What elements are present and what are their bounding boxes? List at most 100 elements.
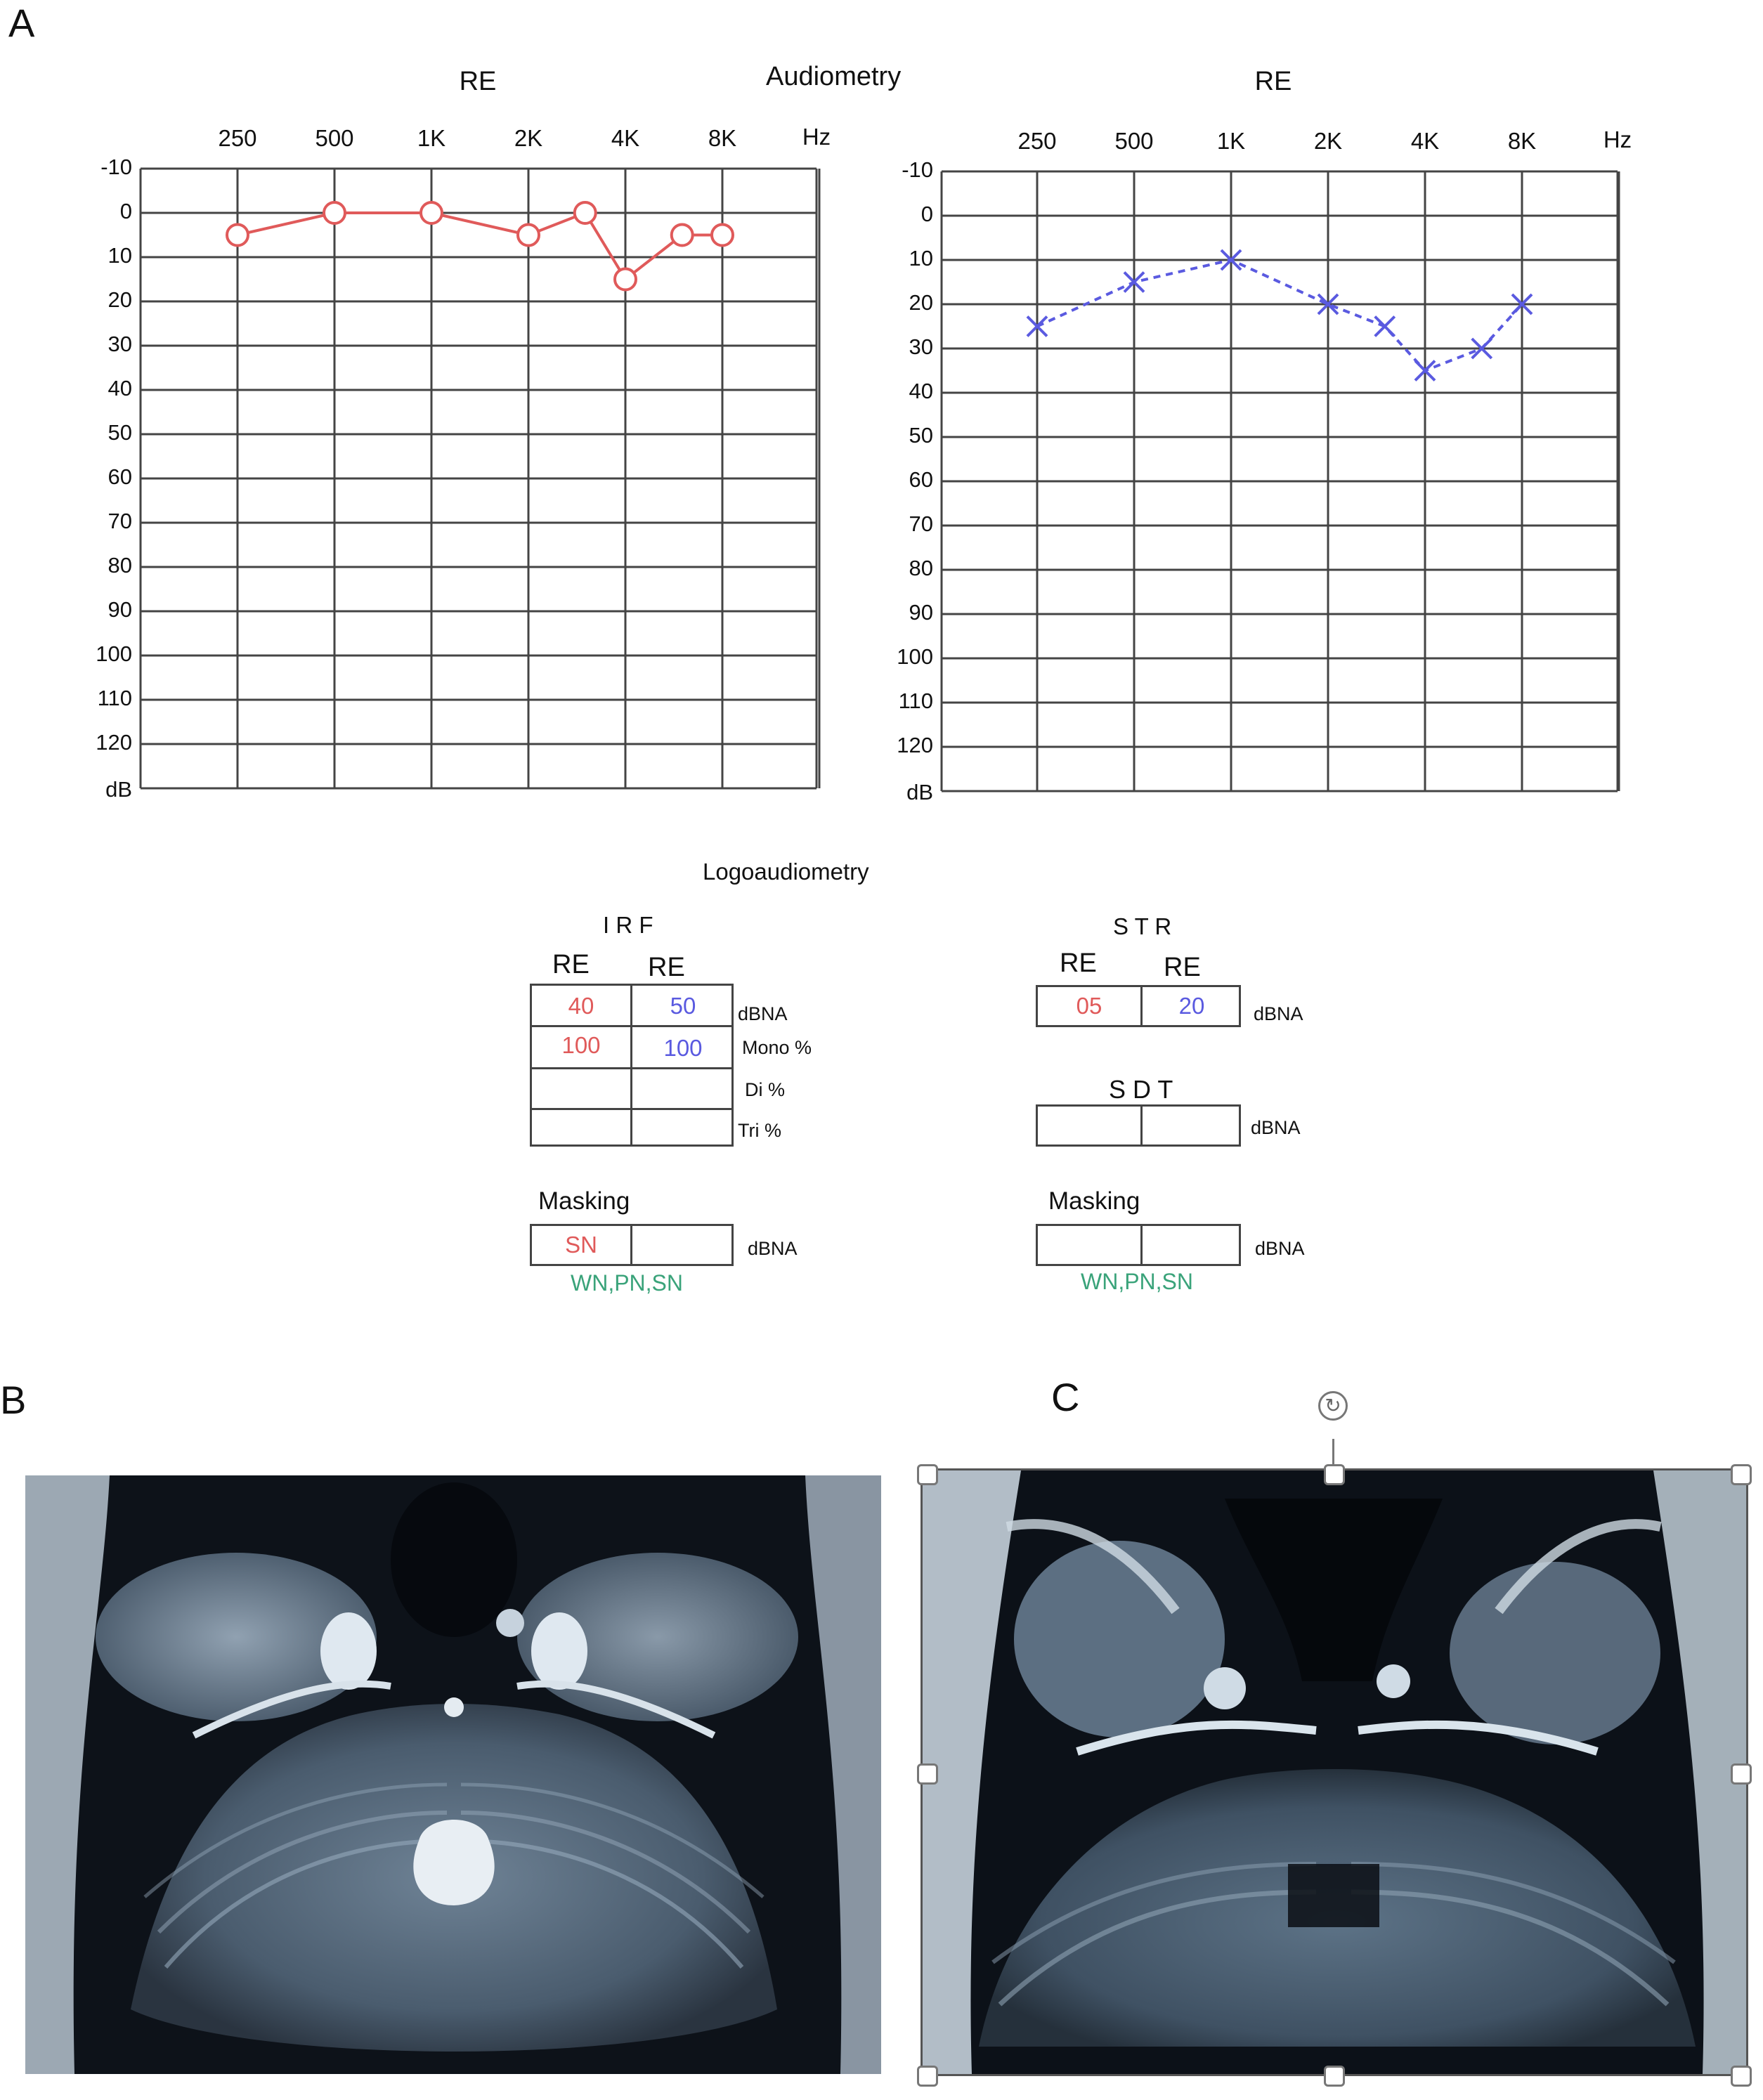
str-masking-unit: dBNA [1255,1238,1305,1259]
y-tick-label: 70 [108,509,132,533]
x-tick-label: 250 [1017,128,1056,154]
x-tick-label: 250 [218,125,256,151]
y-unit-label: dB [105,777,132,802]
resize-handle-middle-left[interactable] [917,1763,938,1785]
panel-label-b: B [0,1378,27,1422]
data-point [419,201,443,225]
irf-unit-row3: Di % [745,1079,786,1100]
data-point [516,223,540,247]
data-point [1374,315,1396,337]
resize-handle-top-left[interactable] [917,1464,938,1485]
x-tick-label: 500 [1114,128,1153,154]
irf-title: I R F [603,912,653,938]
y-tick-label: 80 [909,556,933,580]
y-tick-label: 20 [909,290,933,315]
audiogram-right: RE 250 500 1K 2K 4K 8K Hz -10 0 10 20 30 40 50 60 70 80 90… [897,67,1632,804]
x-unit-label: Hz [1603,126,1632,152]
y-tick-label: 30 [909,334,933,359]
panel-label-c: C [1051,1375,1080,1419]
data-point [1471,337,1493,360]
y-tick-label: 40 [909,379,933,403]
x-tick-label: 2K [1314,128,1342,154]
irf-unit-row1: dBNA [738,1003,788,1024]
series-line [1036,258,1523,372]
str-col-header-1: RE [1060,948,1097,978]
rotate-connector [1332,1439,1334,1473]
irf-cell-r1c1: 40 [568,993,594,1019]
chart-title: RE [460,67,497,96]
y-tick-label: 70 [909,511,933,536]
data-point [573,201,597,225]
logoaudiometry-title: Logoaudiometry [703,859,869,885]
irf-masking-note: WN,PN,SN [571,1270,683,1296]
y-tick-label: 10 [108,243,132,268]
y-tick-label: 0 [120,199,132,223]
str-title: S T R [1113,913,1172,939]
str-cell-1: 05 [1076,993,1102,1019]
y-tick-label: 120 [897,733,933,757]
y-tick-label: 110 [899,689,933,713]
irf-col-header-1: RE [552,950,590,979]
resize-handle-middle-right[interactable] [1731,1763,1752,1785]
data-point [1026,315,1048,337]
rotate-icon[interactable]: ↻ [1318,1391,1348,1421]
irf-masking-label: Masking [538,1187,630,1215]
x-tick-label: 1K [417,125,445,151]
x-tick-label: 2K [514,125,542,151]
str-table: 05 20 [1036,985,1241,1027]
y-tick-label: 0 [921,202,933,226]
irf-col-header-2: RE [648,953,685,982]
irf-masking-cell-1: SN [565,1232,597,1258]
sdt-table [1036,1104,1241,1147]
data-point [323,201,346,225]
sdt-unit: dBNA [1251,1117,1301,1138]
y-tick-label: -10 [100,155,132,179]
str-col-header-2: RE [1164,953,1201,982]
str-masking-label: Masking [1048,1187,1140,1215]
y-tick-label: 80 [108,553,132,578]
x-unit-label: Hz [802,124,831,150]
resize-handle-bottom-middle[interactable] [1324,2066,1345,2087]
series-line [237,211,722,282]
x-tick-label: 1K [1217,128,1245,154]
y-tick-label: 40 [108,376,132,400]
irf-unit-row2: Mono % [742,1037,812,1058]
data-point [226,223,249,247]
panel-label-a: A [8,1,35,45]
sdt-title: S D T [1109,1075,1173,1104]
y-tick-label: 60 [909,467,933,492]
mri-image-c [920,1468,1748,2076]
chart-title: RE [1255,67,1292,96]
data-point [613,267,637,292]
str-unit: dBNA [1254,1003,1303,1024]
y-tick-label: -10 [902,157,933,182]
data-point [1511,293,1533,315]
irf-table: 40 50 100 100 [530,984,734,1147]
resize-handle-top-right[interactable] [1731,1464,1752,1485]
data-point [1123,271,1145,293]
y-unit-label: dB [906,780,933,804]
irf-masking-table: SN [530,1224,734,1266]
x-tick-label: 500 [315,125,353,151]
audiometry-title: Audiometry [766,62,902,91]
y-tick-label: 100 [96,641,132,666]
x-tick-label: 4K [1411,128,1439,154]
irf-unit-row4: Tri % [738,1120,781,1141]
resize-handle-bottom-left[interactable] [917,2066,938,2087]
y-tick-label: 50 [909,423,933,448]
irf-cell-r1c2: 50 [670,993,696,1019]
x-tick-label: 8K [1508,128,1536,154]
data-point [1220,249,1242,271]
resize-handle-top-middle[interactable] [1324,1464,1345,1485]
audiogram-left: RE 250 500 1K 2K 4K 8K Hz -10 0 10 20 30 40 50 60 70 80 90… [96,67,831,802]
y-tick-label: 10 [909,246,933,270]
y-tick-label: 30 [108,332,132,356]
y-tick-label: 110 [98,686,132,710]
data-point [1317,293,1339,315]
y-tick-label: 50 [108,420,132,445]
y-tick-label: 90 [909,600,933,625]
resize-handle-bottom-right[interactable] [1731,2066,1752,2087]
str-cell-2: 20 [1178,993,1205,1019]
irf-masking-unit: dBNA [748,1238,798,1259]
irf-cell-r2c1: 100 [561,1032,601,1058]
